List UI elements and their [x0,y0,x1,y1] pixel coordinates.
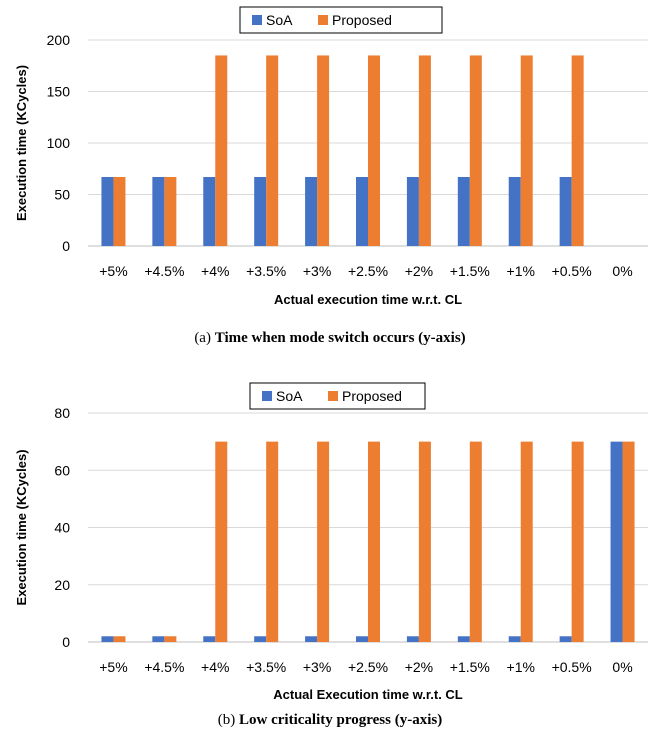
bar-proposed [469,441,482,642]
x-tick-label: +1.5% [450,263,490,279]
bar-soa [356,636,368,642]
bar-soa [559,636,572,642]
bar-soa [508,636,521,642]
chart-b-svg: 0 20 40 60 80 +5% +4.5% +4% +3.5% +3% +2.5% +2% +1.5… [14,382,648,702]
y-tick-label: 80 [54,405,70,421]
x-tick-label: +3% [303,659,331,675]
y-tick-label: 100 [47,135,71,151]
legend-label-proposed: Proposed [332,12,392,28]
bar-soa [254,636,267,642]
bar-proposed [368,441,380,642]
bar-soa [457,176,470,246]
caption-b-label: (b) [217,712,236,728]
bar-soa [356,176,368,246]
bar-proposed [266,441,279,642]
caption-a-title: Time when mode switch occurs (y-axis) [214,330,466,346]
bar-soa [305,176,318,246]
bar-proposed [418,55,431,247]
bar-proposed [571,441,584,642]
legend-swatch-soa [262,391,272,401]
bar-proposed [571,55,584,247]
y-tick-label: 200 [47,32,71,48]
legend-label-soa: SoA [276,388,303,404]
x-tick-label: +1% [507,263,535,279]
bar-proposed [520,441,533,642]
bar-proposed [520,55,533,247]
bar-proposed [418,441,431,642]
bar-proposed [164,176,177,246]
caption-b-title: Low criticality progress (y-axis) [239,712,443,728]
bar-soa [406,636,419,642]
legend-label-soa: SoA [266,12,293,28]
y-tick-label: 50 [54,187,70,203]
legend-swatch-proposed [318,15,328,25]
x-tick-label: 0% [612,263,632,279]
x-tick-label: +2.5% [348,263,388,279]
caption-a-label: (a) [194,330,211,346]
x-tick-label: +4% [201,263,229,279]
y-axis-title: Execution time (KCycles) [14,449,29,605]
bar-proposed [317,441,330,642]
caption-a: (a) Time when mode switch occurs (y-axis… [0,330,660,347]
x-tick-label: +5% [99,263,127,279]
bar-soa [152,636,165,642]
x-tick-label: +4.5% [144,263,184,279]
bar-soa [559,176,572,246]
x-tick-label: +3% [303,263,331,279]
legend-swatch-soa [252,15,262,25]
bar-soa [203,176,216,246]
bar-proposed [113,176,126,246]
y-axis-title: Execution time (KCycles) [14,65,29,221]
x-axis-title: Actual Execution time w.r.t. CL [273,687,463,702]
legend-box [239,6,443,34]
bar-soa [508,176,521,246]
bar-proposed [469,55,482,247]
x-tick-label: +2.5% [348,659,388,675]
chart-b: 0 20 40 60 80 +5% +4.5% +4% +3.5% +3% +2.5% +2% +1.5… [0,375,660,715]
x-tick-label: 0% [612,659,632,675]
bar-soa [203,636,216,642]
bar-proposed [622,441,635,642]
x-tick-label: +4% [201,659,229,675]
bar-soa [152,176,165,246]
bar-proposed [164,636,177,642]
x-tick-label: +3.5% [246,263,286,279]
x-tick-label: +1% [507,659,535,675]
chart-a: 0 50 100 150 200 +5% +4.5% +4% +3.5% +3% +2.5% +2% +… [0,0,660,305]
bar-proposed [317,55,330,247]
bar-proposed [215,441,228,642]
bar-proposed [215,55,228,247]
y-tick-label: 40 [54,520,70,536]
bar-soa [406,176,419,246]
x-axis-title: Actual execution time w.r.t. CL [274,292,462,305]
bar-soa [101,176,114,246]
caption-b: (b) Low criticality progress (y-axis) [0,712,660,729]
x-tick-label: +1.5% [450,659,490,675]
bar-proposed [113,636,126,642]
chart-a-svg: 0 50 100 150 200 +5% +4.5% +4% +3.5% +3% +2.5% +2% +… [14,6,648,305]
y-tick-label: 150 [47,84,71,100]
x-tick-label: +0.5% [552,263,592,279]
legend-label-proposed: Proposed [342,388,402,404]
y-tick-label: 20 [54,577,70,593]
y-tick-label: 0 [62,238,70,254]
bar-soa [610,441,623,642]
bar-proposed [368,55,380,247]
bar-soa [457,636,470,642]
bar-soa [101,636,114,642]
x-tick-label: +2% [405,659,433,675]
bar-soa [254,176,267,246]
x-tick-label: +2% [405,263,433,279]
x-tick-label: +5% [99,659,127,675]
y-tick-label: 60 [54,462,70,478]
x-tick-label: +0.5% [552,659,592,675]
bar-soa [305,636,318,642]
x-tick-label: +3.5% [246,659,286,675]
x-tick-label: +4.5% [144,659,184,675]
y-tick-label: 0 [62,634,70,650]
bar-proposed [266,55,279,247]
legend-swatch-proposed [328,391,338,401]
